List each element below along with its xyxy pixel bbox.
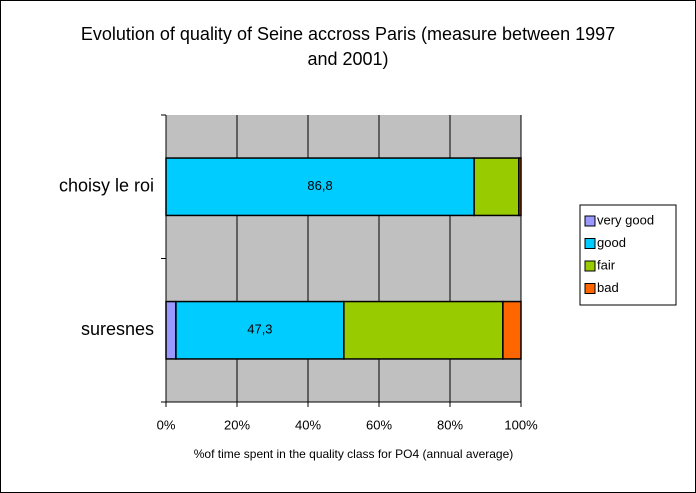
bar-segment xyxy=(518,157,522,217)
chart-title: Evolution of quality of Seine accross Pa… xyxy=(80,24,616,69)
x-tick-label: 0% xyxy=(157,417,176,432)
x-tick-label: 40% xyxy=(295,417,321,432)
bar-segment xyxy=(165,300,177,360)
legend-swatch xyxy=(584,260,596,272)
bar-segment xyxy=(473,157,520,217)
bar-segment xyxy=(343,300,504,360)
x-tick-label: 80% xyxy=(437,417,463,432)
bar-segment xyxy=(165,157,475,217)
legend-label: fair xyxy=(597,257,616,272)
legend-label: good xyxy=(597,235,626,250)
x-tick-label: 20% xyxy=(224,417,250,432)
x-tick-label: 60% xyxy=(366,417,392,432)
legend-label: very good xyxy=(597,212,654,227)
x-axis-title: %of time spent in the quality class for … xyxy=(194,447,514,461)
x-tick-label: 100% xyxy=(504,417,538,432)
legend-label: bad xyxy=(597,280,619,295)
y-tick-label: choisy le roi xyxy=(59,176,154,196)
y-tick-label: suresnes xyxy=(81,319,154,339)
legend-box xyxy=(579,204,677,306)
legend-swatch xyxy=(584,238,596,249)
data-label: 47,3 xyxy=(247,322,272,337)
legend-swatch xyxy=(584,215,596,227)
legend-swatch xyxy=(584,283,596,294)
bar-segment xyxy=(502,300,522,360)
data-label: 86,8 xyxy=(307,178,332,193)
bar-segment xyxy=(175,300,345,360)
